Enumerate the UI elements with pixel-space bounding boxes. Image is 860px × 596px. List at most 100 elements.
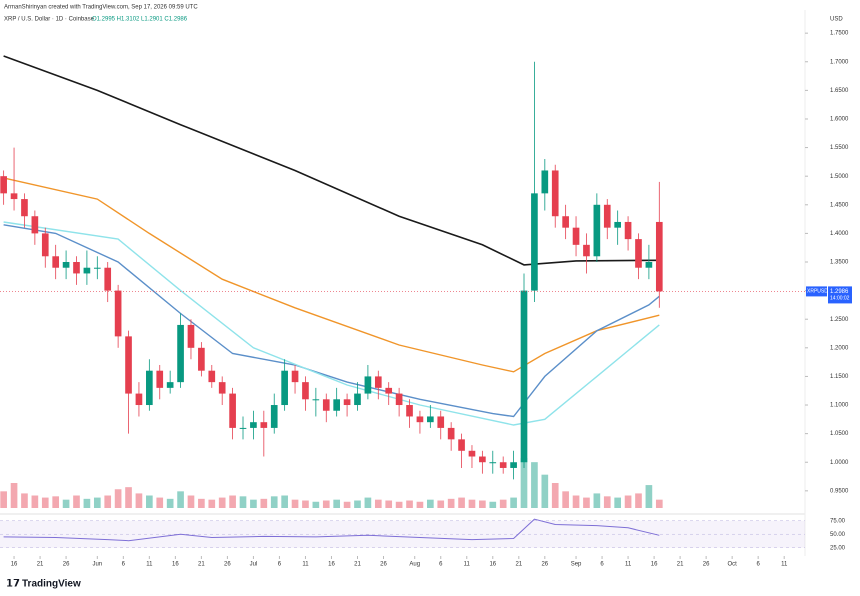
candle-body	[260, 422, 268, 428]
candle-body	[343, 399, 351, 406]
rsi-tick-label: 25.00	[830, 545, 846, 551]
candle-body	[551, 170, 559, 217]
volume-bar	[541, 474, 549, 508]
volume-bar	[125, 487, 132, 508]
x-tick-label: 6	[600, 562, 604, 568]
price-tag-bg	[828, 286, 852, 304]
ohlc-line: O1.2995 H1.3102 L1.2901 C1.2986	[92, 17, 188, 23]
candle-body	[187, 324, 195, 348]
volume-bar	[281, 495, 288, 508]
candle-body	[156, 370, 164, 388]
volume-bar	[322, 500, 330, 508]
candle-body	[583, 244, 590, 257]
candle-body	[281, 370, 288, 406]
x-tick-label: 21	[515, 562, 522, 568]
x-tick-label: 21	[677, 562, 684, 568]
candle-body	[312, 399, 320, 401]
y-tick-label: 1.4000	[830, 231, 849, 237]
candle-body	[10, 193, 18, 200]
volume-bar	[551, 483, 559, 508]
volume-bar	[395, 501, 403, 508]
volume-bar	[52, 496, 60, 508]
x-tick-label: Aug	[409, 562, 420, 568]
y-tick-label: 1.6500	[830, 88, 849, 94]
moving-average	[3, 177, 660, 373]
volume-bar	[583, 497, 590, 508]
volume-bar	[177, 491, 184, 508]
candle-body	[239, 427, 247, 429]
x-tick-label: 11	[302, 562, 309, 568]
candle-body	[354, 393, 361, 406]
x-tick-label: 16	[651, 562, 658, 568]
volume-bar	[479, 500, 486, 508]
x-tick-label: 26	[63, 562, 70, 568]
volume-bar	[0, 491, 7, 508]
candle-body	[603, 204, 611, 228]
volume-bar	[21, 493, 28, 508]
candle-body	[302, 382, 309, 400]
volume-bar	[427, 499, 434, 508]
volume-bar	[499, 499, 507, 508]
candle-body	[479, 456, 486, 463]
candle-body	[166, 382, 174, 388]
x-tick-label: 21	[37, 562, 44, 568]
volume-bar	[468, 499, 476, 508]
symbol-tag-bg	[806, 286, 827, 297]
candle-body	[406, 405, 413, 417]
candle-body	[531, 193, 538, 291]
y-tick-label: 1.7000	[830, 59, 849, 65]
volume-bar	[302, 500, 309, 508]
candle-body	[385, 387, 393, 394]
candle-body	[291, 370, 299, 383]
candle-body	[146, 370, 153, 406]
price-tag: 1.2986	[830, 289, 849, 295]
candle-body	[270, 405, 278, 428]
rsi-line	[3, 518, 660, 542]
candle-body	[114, 290, 122, 337]
candle-body	[655, 221, 663, 292]
candle-body	[177, 324, 184, 383]
candle-body	[135, 393, 143, 406]
candle-body	[468, 450, 476, 457]
x-tick-label: 16	[11, 562, 18, 568]
y-tick-label: 1.0500	[830, 431, 849, 437]
candle-body	[198, 347, 205, 371]
x-tick-label: 11	[781, 562, 788, 568]
volume-bar	[229, 495, 236, 508]
x-tick-label: 26	[703, 562, 710, 568]
volume-bar	[374, 499, 382, 508]
volume-bar	[93, 497, 101, 508]
candle-body	[541, 170, 549, 194]
volume-bar	[635, 493, 642, 508]
volume-bar	[437, 500, 445, 508]
rsi-tick-label: 75.00	[830, 518, 846, 524]
volume-bar	[218, 497, 226, 508]
volume-bar	[333, 499, 341, 508]
volume-bar	[156, 497, 164, 508]
candle-body	[93, 267, 101, 269]
volume-bar	[260, 498, 268, 508]
candle-body	[0, 176, 7, 194]
x-tick-label: Jun	[92, 562, 102, 568]
candle-body	[416, 416, 424, 423]
currency: USD	[830, 17, 843, 23]
y-tick-label: 1.4500	[830, 202, 849, 208]
volume-bar	[655, 499, 663, 508]
volume-bar	[489, 501, 497, 508]
y-tick-label: 1.2000	[830, 345, 849, 351]
volume-bar	[614, 497, 621, 508]
x-tick-label: 16	[172, 562, 179, 568]
volume-bar	[114, 489, 122, 508]
x-tick-label: Oct	[727, 562, 737, 568]
y-tick-label: 1.0000	[830, 460, 849, 466]
volume-bar	[198, 498, 205, 508]
rsi-tick-label: 50.00	[830, 532, 846, 538]
volume-bar	[166, 498, 174, 508]
volume-bar	[510, 497, 517, 508]
candle-body	[593, 204, 601, 257]
candle-body	[437, 416, 445, 428]
candle-body	[62, 262, 70, 268]
candle-body	[562, 216, 569, 228]
